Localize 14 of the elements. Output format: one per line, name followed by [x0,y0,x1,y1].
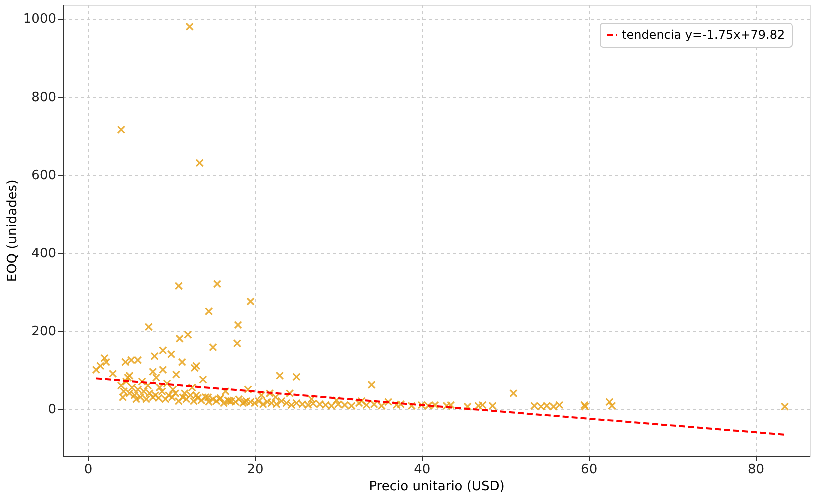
x-tick-label: 0 [84,462,93,478]
x-tick-label: 60 [581,462,598,478]
y-tick-label: 200 [32,324,56,340]
x-tick-label: 20 [247,462,264,478]
y-tick-label: 800 [32,90,56,106]
y-axis-title: EOQ (unidades) [5,180,20,282]
legend-label: tendencia y=-1.75x+79.82 [622,28,786,42]
y-tick-label: 0 [48,402,56,418]
y-tick-label: 1000 [23,12,56,28]
y-tick-label: 400 [32,246,56,262]
y-tick-label: 600 [32,168,56,184]
x-axis-title: Precio unitario (USD) [369,480,505,494]
x-tick-label: 40 [414,462,431,478]
x-tick-label: 80 [748,462,765,478]
